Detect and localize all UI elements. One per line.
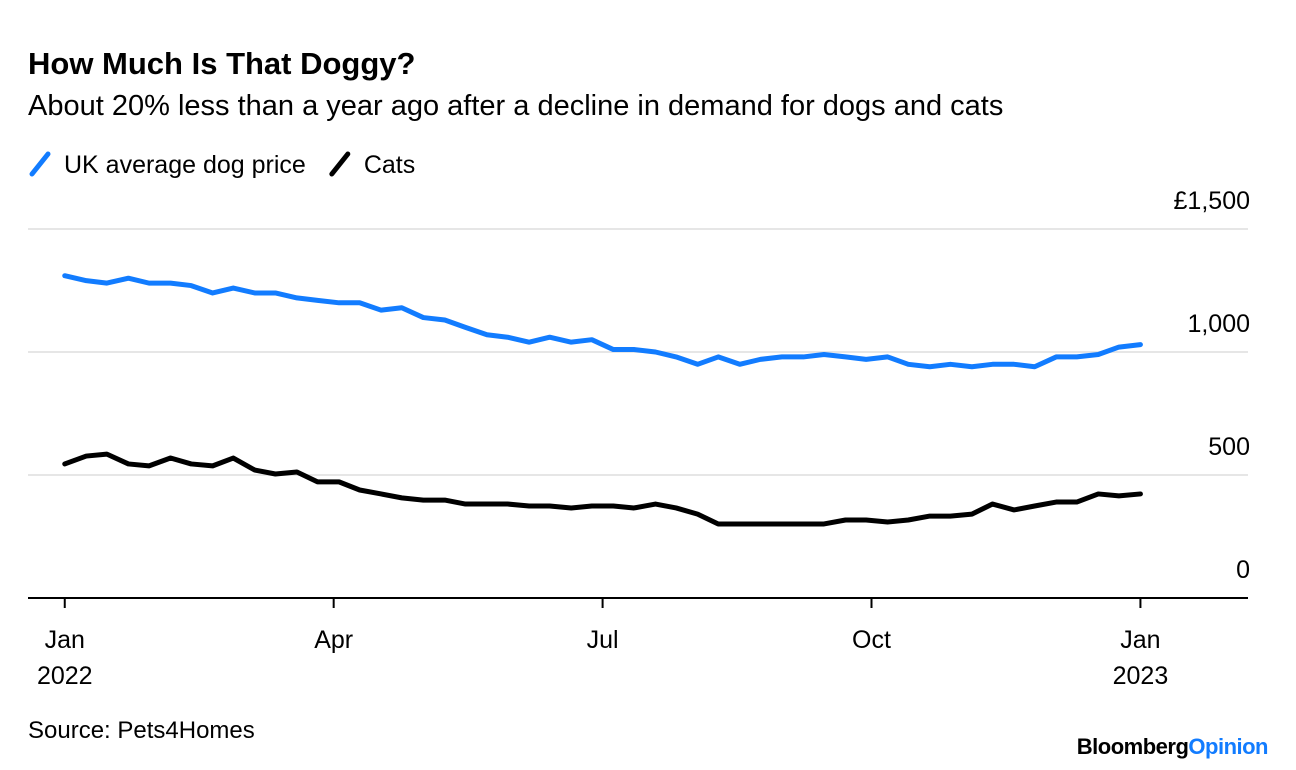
chart-title: How Much Is That Doggy? bbox=[28, 46, 416, 81]
legend-label: UK average dog price bbox=[64, 151, 306, 179]
legend-swatch bbox=[29, 151, 51, 177]
x-tick-year: 2022 bbox=[37, 662, 93, 690]
brand-name: Opinion bbox=[1188, 734, 1268, 759]
source: Source: Pets4Homes bbox=[28, 717, 255, 744]
x-tick-year: 2023 bbox=[1113, 662, 1169, 690]
x-tick-label: Oct bbox=[852, 626, 891, 654]
chart-subtitle: About 20% less than a year ago after a d… bbox=[28, 90, 1003, 122]
y-tick-label: 500 bbox=[1208, 433, 1250, 461]
y-tick-label: 0 bbox=[1236, 556, 1250, 584]
x-tick-label: Jan bbox=[45, 626, 85, 654]
brand-name: Bloomberg bbox=[1077, 734, 1189, 759]
y-tick-label: 1,000 bbox=[1187, 310, 1250, 338]
x-tick-label: Apr bbox=[314, 626, 353, 654]
legend-swatch bbox=[329, 151, 351, 177]
series-line bbox=[62, 273, 1143, 370]
legend-label: Cats bbox=[364, 151, 415, 179]
series-line bbox=[62, 451, 1143, 527]
brand: BloombergOpinion bbox=[1077, 734, 1268, 759]
y-tick-label: £1,500 bbox=[1174, 187, 1250, 215]
x-tick-label: Jul bbox=[587, 626, 619, 654]
x-tick-label: Jan bbox=[1120, 626, 1160, 654]
